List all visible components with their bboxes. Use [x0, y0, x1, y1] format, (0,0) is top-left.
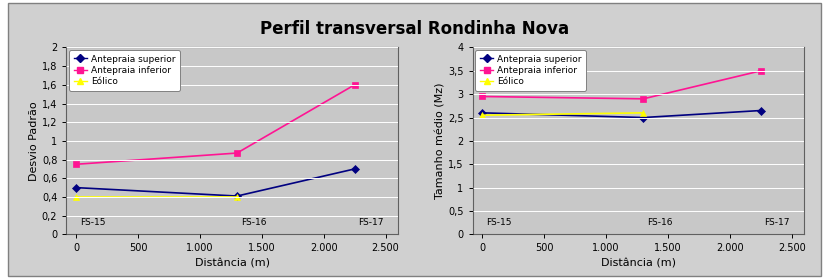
Text: FS-16: FS-16: [646, 218, 672, 227]
Y-axis label: Desvio Padrão: Desvio Padrão: [29, 101, 39, 181]
Legend: Antepraia superior, Antepraia inferior, Eólico: Antepraia superior, Antepraia inferior, …: [474, 50, 585, 91]
Text: FS-15: FS-15: [79, 218, 105, 227]
Text: Perfil transversal Rondinha Nova: Perfil transversal Rondinha Nova: [260, 20, 568, 38]
X-axis label: Distância (m): Distância (m): [195, 259, 269, 269]
Y-axis label: Tamanho médio (Mz): Tamanho médio (Mz): [435, 83, 445, 199]
Text: FS-16: FS-16: [240, 218, 266, 227]
X-axis label: Distância (m): Distância (m): [600, 259, 675, 269]
Legend: Antepraia superior, Antepraia inferior, Eólico: Antepraia superior, Antepraia inferior, …: [69, 50, 180, 91]
Text: FS-17: FS-17: [763, 218, 789, 227]
Text: FS-15: FS-15: [485, 218, 511, 227]
Text: FS-17: FS-17: [358, 218, 383, 227]
